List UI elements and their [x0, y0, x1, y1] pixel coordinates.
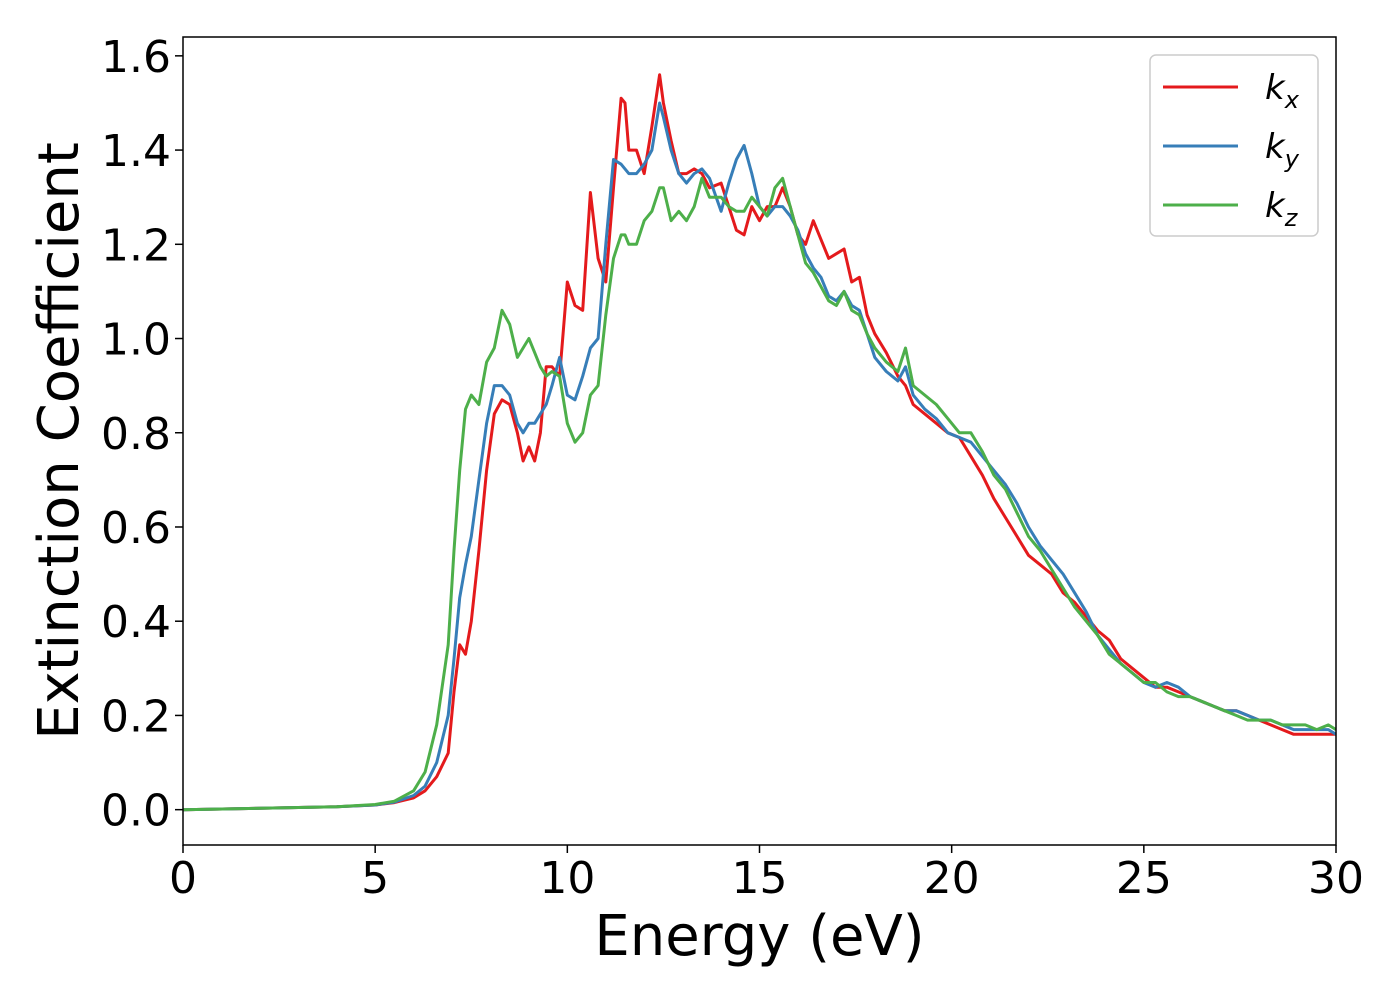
- ticks-layer: 0 5 10 15 20 25 30 0.0 0.2 0.4 0.6 0.8 1.0 1.2 1.4 1.6: [101, 32, 1364, 904]
- x-tick-label: 25: [1116, 853, 1172, 904]
- y-tick-label: 1.0: [101, 315, 171, 366]
- y-tick-label: 0.6: [101, 503, 171, 554]
- series-line-k_z: [183, 176, 1336, 812]
- x-tick-label: 15: [732, 853, 788, 904]
- legend-label-k_z: kz: [1265, 186, 1299, 232]
- y-tick-label: 0.2: [101, 691, 171, 742]
- y-tick-label: 0.0: [101, 786, 171, 837]
- y-tick-label: 1.4: [101, 126, 171, 177]
- y-axis-label: Extinction Coefficient: [27, 142, 92, 740]
- x-tick-label: 0: [169, 853, 197, 904]
- y-tick-label: 0.8: [101, 409, 171, 460]
- x-tick-label: 30: [1308, 853, 1364, 904]
- x-tick-label: 20: [924, 853, 980, 904]
- x-axis-label: Energy (eV): [594, 904, 924, 969]
- x-tick-label: 10: [539, 853, 595, 904]
- y-tick-label: 1.2: [101, 220, 171, 271]
- series-layer: [183, 73, 1336, 812]
- x-tick-label: 5: [361, 853, 389, 904]
- legend-label-k_x: kx: [1265, 68, 1300, 114]
- legend-label-k_y: ky: [1265, 127, 1300, 173]
- legend: kx ky kz: [1149, 54, 1319, 237]
- y-tick-label: 0.4: [101, 597, 171, 648]
- y-tick-label: 1.6: [101, 32, 171, 83]
